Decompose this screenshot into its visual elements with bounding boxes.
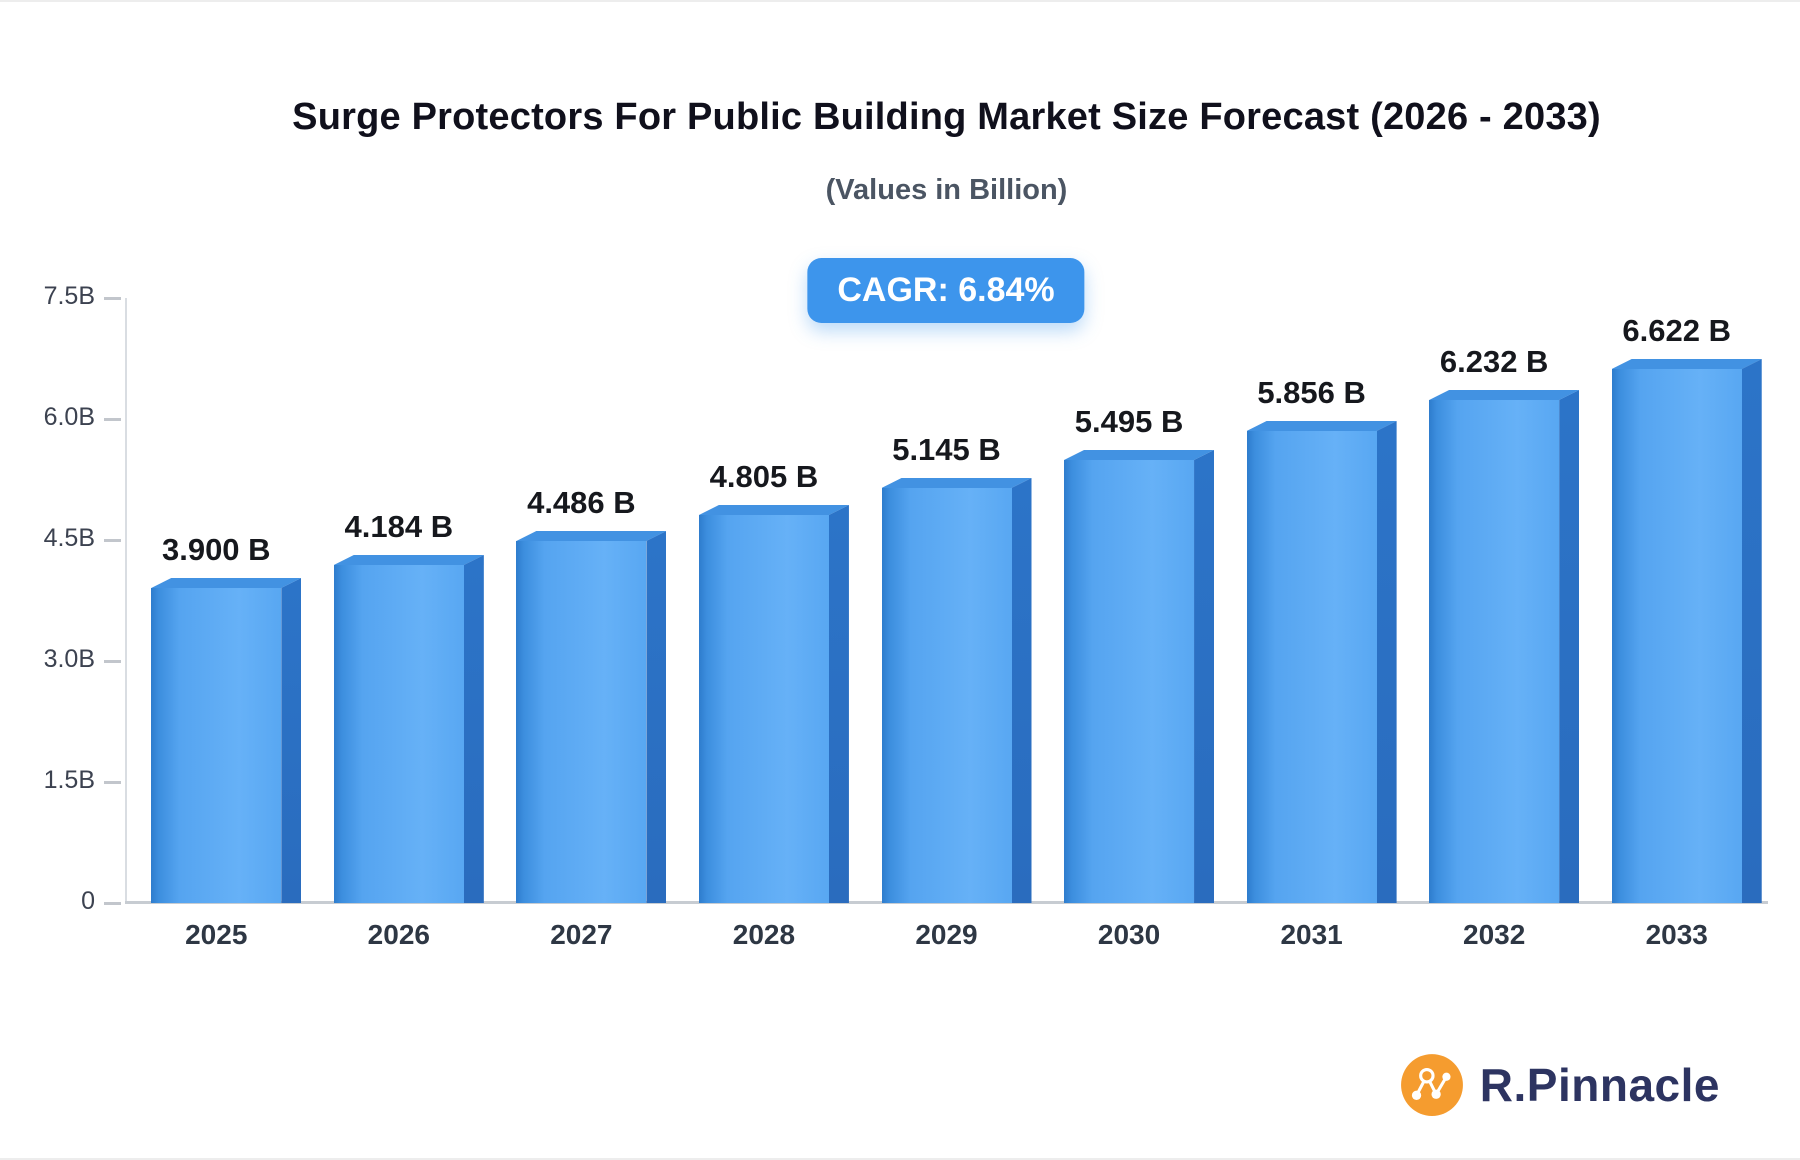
y-tick-mark (104, 297, 121, 300)
y-tick-mark (104, 781, 121, 784)
bar-side-face (1011, 478, 1032, 903)
bar-side-face (1741, 359, 1762, 903)
bar-front-face (151, 588, 282, 903)
bar-value-2033: 6.622 B (1622, 313, 1731, 348)
bar-value-2027: 4.486 B (527, 485, 636, 520)
bar-top-face (698, 505, 849, 515)
y-tick-label-7.5B: 7.5B (43, 282, 95, 310)
x-label-2031: 2031 (1280, 919, 1343, 950)
x-label-2025: 2025 (185, 919, 248, 950)
bar-2026 (333, 555, 484, 903)
bar-front-face (1429, 400, 1560, 903)
bar-value-2031: 5.856 B (1257, 375, 1366, 410)
bar-top-face (1429, 390, 1580, 400)
bar-top-face (151, 578, 302, 588)
y-tick-label-4.5B: 4.5B (43, 524, 95, 552)
bar-2027 (516, 531, 667, 903)
cagr-badge: CAGR: 6.84% (807, 258, 1085, 323)
bar-side-face (1376, 421, 1397, 903)
bar-2030 (1064, 450, 1215, 903)
y-tick-label-6.0B: 6.0B (43, 403, 95, 431)
bar-2028 (698, 505, 849, 903)
bar-front-face (333, 565, 464, 903)
y-tick-mark (104, 902, 121, 905)
bar-top-face (881, 478, 1032, 488)
bar-front-face (1064, 460, 1195, 903)
y-tick-mark (104, 418, 121, 421)
bar-side-face (1194, 450, 1215, 903)
bar-top-face (1246, 421, 1397, 431)
x-label-2029: 2029 (915, 919, 978, 950)
bar-value-2030: 5.495 B (1074, 404, 1184, 439)
y-tick-mark (104, 660, 121, 663)
bar-front-face (881, 488, 1012, 903)
brand-name: R.Pinnacle (1479, 1059, 1720, 1111)
bar-front-face (1246, 431, 1377, 903)
bar-2025 (151, 578, 302, 903)
brand-logo: R.Pinnacle (1399, 1052, 1720, 1118)
bar-top-face (1064, 450, 1215, 460)
bar-side-face (1559, 390, 1580, 903)
bar-side-face (646, 531, 667, 903)
bar-side-face (281, 578, 302, 903)
y-tick-label-0: 0 (81, 887, 95, 915)
x-label-2028: 2028 (732, 919, 796, 950)
y-axis-line (125, 298, 127, 904)
bar-front-face (516, 541, 647, 903)
x-label-2030: 2030 (1097, 919, 1161, 950)
chart-subtitle: (Values in Billion) (825, 174, 1068, 206)
bar-value-2026: 4.184 B (344, 509, 454, 544)
bar-value-2029: 5.145 B (892, 432, 1001, 467)
x-label-2027: 2027 (550, 919, 613, 950)
x-label-2033: 2033 (1645, 919, 1708, 950)
bar-top-face (333, 555, 484, 565)
bar-front-face (1611, 369, 1742, 903)
bar-top-face (1611, 359, 1762, 369)
bar-2031 (1246, 421, 1397, 903)
chart-title: Surge Protectors For Public Building Mar… (292, 96, 1601, 138)
bar-value-2025: 3.900 B (161, 532, 271, 567)
y-tick-label-1.5B: 1.5B (43, 766, 95, 794)
network-nodes-icon (1399, 1052, 1465, 1118)
bar-2032 (1429, 390, 1580, 903)
x-label-2032: 2032 (1463, 919, 1526, 950)
y-tick-label-3.0B: 3.0B (43, 645, 95, 673)
bar-side-face (463, 555, 484, 903)
bar-2029 (881, 478, 1032, 903)
bar-top-face (516, 531, 667, 541)
bar-value-2032: 6.232 B (1439, 344, 1549, 379)
y-tick-mark (104, 539, 121, 542)
bar-value-2028: 4.805 B (709, 459, 819, 494)
bar-side-face (828, 505, 849, 903)
bar-front-face (698, 515, 829, 903)
bar-2033 (1611, 359, 1762, 903)
x-label-2026: 2026 (367, 919, 430, 950)
